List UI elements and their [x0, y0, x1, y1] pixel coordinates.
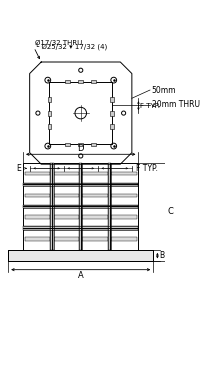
- Bar: [111, 216, 137, 219]
- Bar: [48, 110, 51, 116]
- Bar: [110, 110, 114, 116]
- Bar: [25, 172, 50, 175]
- Bar: [25, 194, 50, 197]
- Bar: [78, 143, 83, 146]
- Text: E: E: [17, 164, 21, 173]
- Bar: [111, 194, 137, 197]
- Text: C: C: [167, 207, 173, 216]
- Text: A: A: [78, 271, 84, 280]
- Bar: [79, 162, 82, 250]
- Bar: [23, 183, 138, 186]
- Bar: [23, 227, 138, 230]
- Bar: [110, 124, 114, 129]
- Bar: [82, 216, 108, 219]
- Bar: [49, 82, 112, 144]
- Bar: [54, 238, 79, 241]
- Bar: [25, 238, 50, 241]
- Bar: [48, 124, 51, 129]
- Bar: [108, 162, 111, 250]
- Bar: [91, 80, 96, 83]
- Bar: [110, 97, 114, 103]
- Bar: [82, 194, 108, 197]
- Bar: [54, 172, 79, 175]
- Bar: [50, 162, 54, 250]
- Text: F TYP.: F TYP.: [140, 103, 160, 109]
- Text: 50mm: 50mm: [152, 86, 176, 95]
- Bar: [82, 172, 108, 175]
- Bar: [8, 250, 153, 261]
- Text: Ø17/32 THRU: Ø17/32 THRU: [35, 40, 83, 46]
- Bar: [48, 97, 51, 103]
- Bar: [8, 250, 153, 261]
- Bar: [54, 194, 79, 197]
- Text: └ Ø25/32 ▾ 17/32 (4): └ Ø25/32 ▾ 17/32 (4): [35, 43, 108, 51]
- Text: D: D: [78, 144, 84, 153]
- Bar: [78, 80, 83, 83]
- Bar: [82, 238, 108, 241]
- Bar: [65, 80, 70, 83]
- Bar: [23, 162, 138, 250]
- Text: B: B: [159, 251, 164, 260]
- Bar: [111, 238, 137, 241]
- Text: 20mm THRU: 20mm THRU: [152, 100, 200, 109]
- Bar: [111, 172, 137, 175]
- Bar: [91, 143, 96, 146]
- Bar: [65, 143, 70, 146]
- Bar: [25, 216, 50, 219]
- Bar: [23, 205, 138, 208]
- Bar: [54, 216, 79, 219]
- Text: F TYP.: F TYP.: [136, 164, 158, 173]
